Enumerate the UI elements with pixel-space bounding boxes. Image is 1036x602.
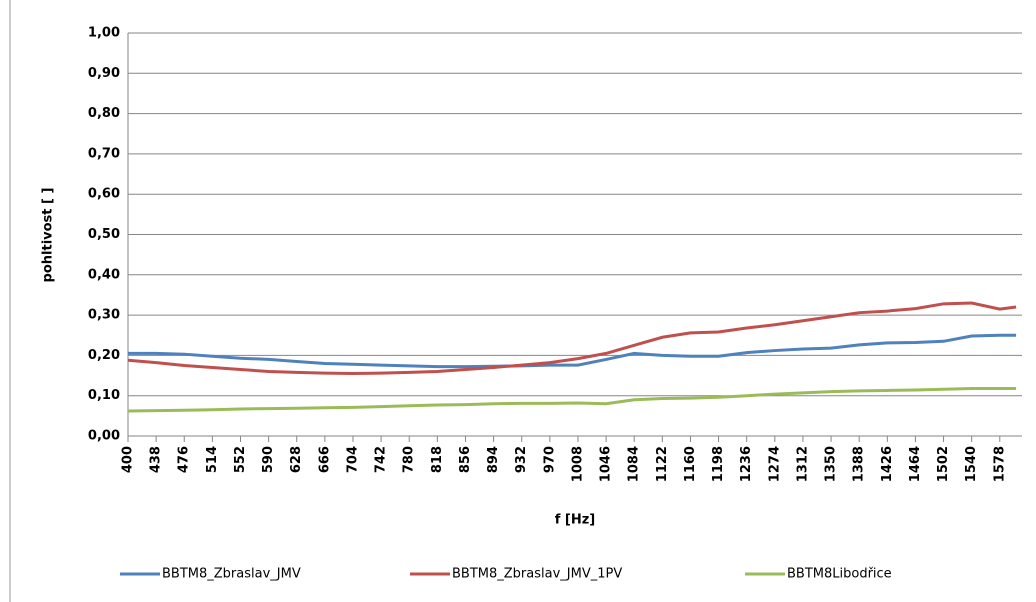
series-line — [127, 386, 1017, 413]
x-tick-label: 1426 — [880, 446, 895, 482]
x-tick-label: 1084 — [627, 446, 642, 482]
x-tick-label: 590 — [261, 446, 276, 473]
x-tick-label: 1464 — [908, 446, 923, 482]
x-tick-label: 476 — [177, 446, 192, 473]
y-tick-label: 0,70 — [88, 146, 120, 161]
x-tick-label: 856 — [458, 446, 473, 473]
x-tick-label: 1312 — [795, 446, 810, 482]
series-line — [128, 333, 1017, 369]
x-tick-label: 1578 — [992, 446, 1007, 482]
x-tick-label: 1274 — [767, 446, 782, 482]
legend-label: BBTM8_Zbraslav_JMV — [162, 567, 301, 582]
x-tick-label: 666 — [317, 446, 332, 473]
y-tick-label: 0,10 — [88, 388, 120, 403]
x-tick-label: 1502 — [936, 446, 951, 482]
x-tick-label: 1198 — [711, 446, 726, 482]
x-tick-label: 438 — [149, 446, 164, 473]
x-tick-label: 628 — [289, 446, 304, 473]
y-tick-label: 0,40 — [88, 267, 120, 282]
x-tick-label: 1540 — [964, 446, 979, 482]
x-tick-label: 1008 — [570, 446, 585, 482]
y-tick-label: 0,80 — [88, 106, 120, 121]
y-tick-label: 0,90 — [88, 66, 120, 81]
y-tick-label: 0,60 — [88, 187, 120, 202]
x-tick-label: 970 — [542, 446, 557, 473]
x-tick-label: 514 — [205, 446, 220, 473]
y-tick-label: 0,30 — [88, 308, 120, 323]
x-tick-label: 932 — [514, 446, 529, 473]
x-tick-label: 818 — [430, 446, 445, 473]
x-tick-label: 704 — [345, 446, 360, 473]
y-axis-title: pohltivost [ ] — [41, 188, 56, 283]
x-axis-title: f [Hz] — [555, 513, 596, 528]
legend-label: BBTM8Libodřice — [787, 567, 892, 582]
x-tick-label: 1046 — [599, 446, 614, 482]
x-tick-label: 1236 — [739, 446, 754, 482]
y-tick-label: 0,00 — [88, 429, 120, 444]
y-tick-label: 0,20 — [88, 348, 120, 363]
x-tick-label: 1388 — [852, 446, 867, 482]
series-line — [127, 301, 1017, 376]
legend-label: BBTM8_Zbraslav_JMV_1PV — [452, 567, 622, 582]
x-tick-label: 1122 — [655, 446, 670, 482]
y-tick-label: 1,00 — [88, 26, 120, 41]
x-tick-label: 894 — [486, 446, 501, 473]
x-tick-label: 1160 — [683, 446, 698, 482]
x-tick-label: 552 — [233, 446, 248, 473]
x-tick-label: 1350 — [824, 446, 839, 482]
y-tick-label: 0,50 — [88, 227, 120, 242]
x-tick-label: 400 — [121, 446, 136, 473]
x-tick-label: 742 — [374, 446, 389, 473]
x-tick-label: 780 — [402, 446, 417, 473]
